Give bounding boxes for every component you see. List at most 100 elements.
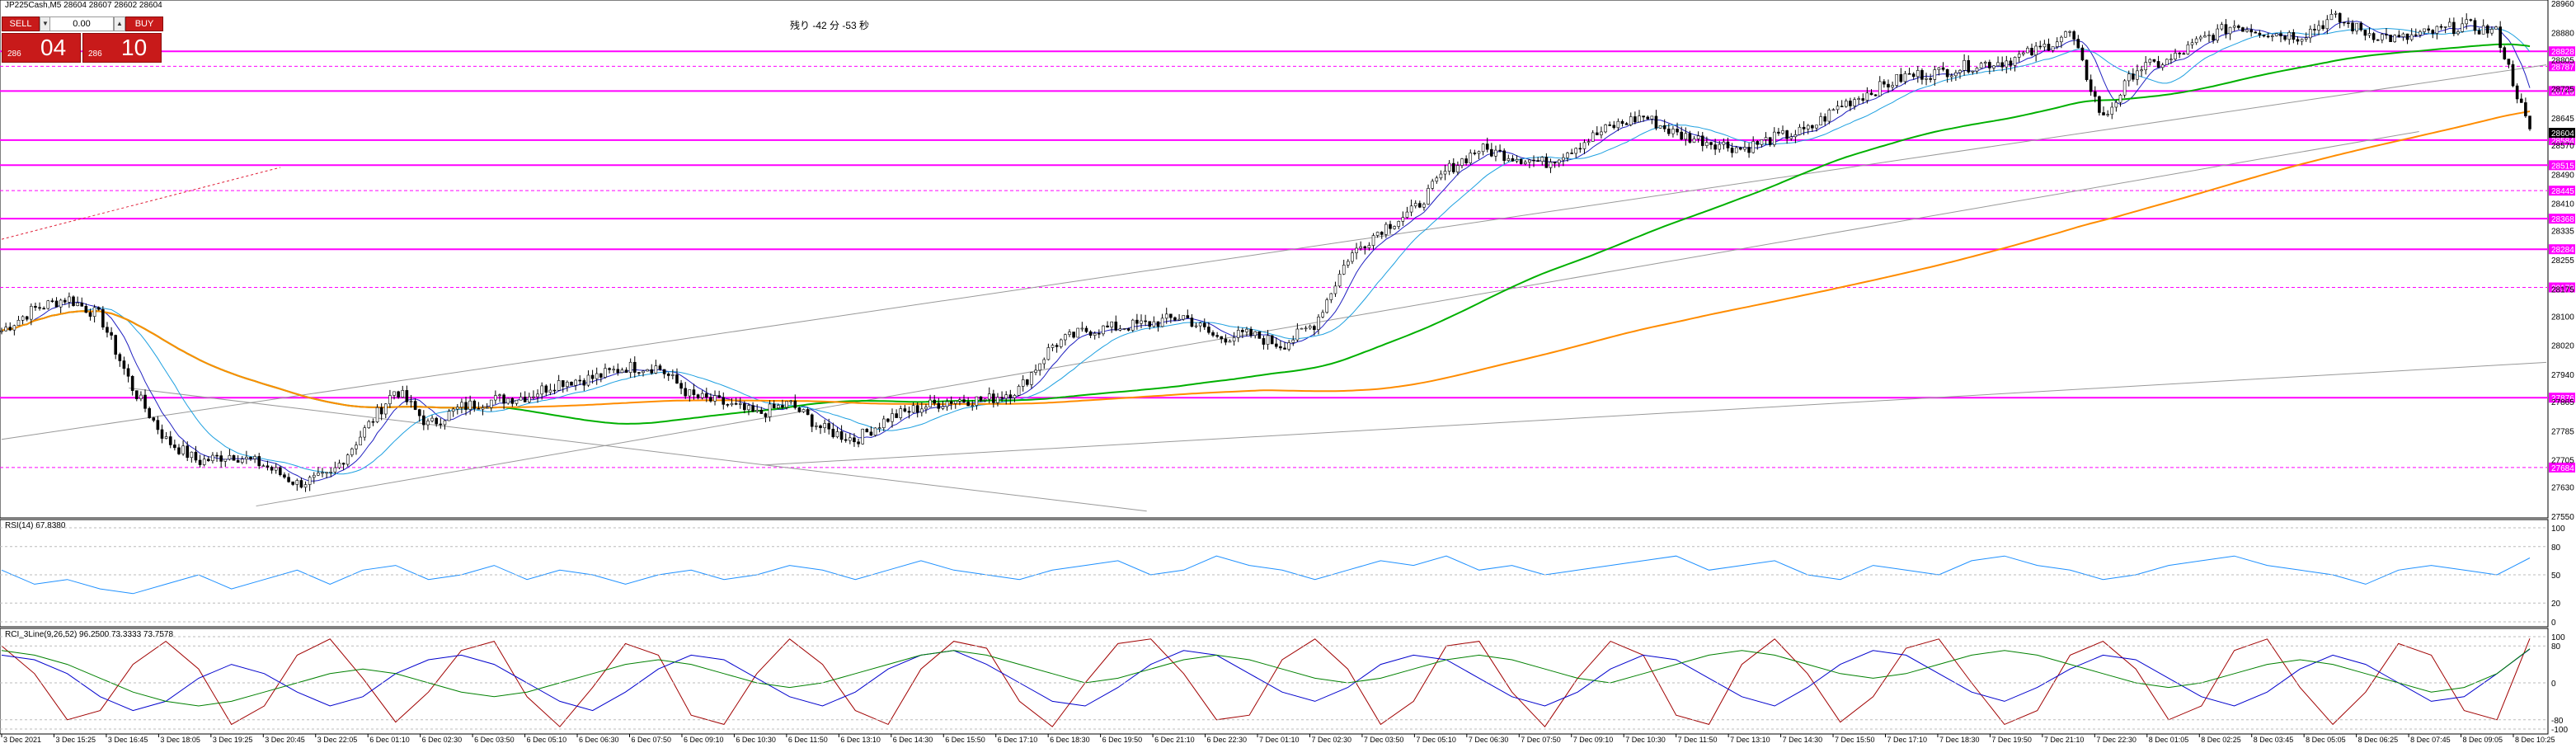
candle-body — [1409, 205, 1413, 213]
sell-price-digits: 04 — [40, 35, 67, 60]
candle-body — [122, 360, 126, 369]
candle-body — [772, 403, 776, 408]
candle-body — [1815, 125, 1818, 129]
candle-body — [528, 397, 531, 402]
candle-body — [1190, 318, 1194, 327]
candle-body — [2178, 53, 2181, 54]
candle-body — [477, 407, 481, 410]
sell-price-box[interactable]: 286 04 — [2, 33, 81, 63]
price-tick-label: 28645 — [2551, 115, 2574, 124]
candle-body — [312, 474, 316, 478]
candle-body — [2381, 34, 2384, 40]
candle-body — [743, 403, 746, 411]
candle-body — [891, 413, 894, 422]
candle-body — [160, 429, 164, 439]
candle-body — [2355, 22, 2358, 32]
buy-price-prefix: 286 — [88, 49, 102, 59]
x-tick-label: 7 Dec 13:10 — [1730, 736, 1770, 744]
candle-body — [1612, 125, 1616, 129]
candle-body — [2241, 27, 2245, 32]
candle-body — [2363, 30, 2367, 36]
candle-body — [1304, 327, 1308, 330]
candle-body — [2325, 19, 2329, 30]
candle-body — [80, 303, 84, 307]
candle-body — [861, 429, 864, 445]
candle-body — [1236, 330, 1240, 338]
candle-body — [2165, 59, 2169, 65]
candle-body — [1257, 331, 1262, 339]
candle-body — [1811, 125, 1814, 129]
candle-body — [2224, 24, 2228, 35]
candle-body — [181, 445, 185, 454]
buy-button[interactable]: BUY — [125, 16, 163, 31]
lot-increase-icon[interactable]: ▲ — [114, 16, 125, 31]
candle-body — [1026, 379, 1029, 385]
candle-body — [1523, 162, 1527, 164]
sell-button[interactable]: SELL — [2, 16, 40, 31]
candle-body — [21, 316, 25, 321]
x-tick-label: 7 Dec 07:50 — [1521, 736, 1561, 744]
rsi-series — [1, 555, 2531, 595]
candle-body — [1671, 129, 1675, 134]
candle-body — [59, 299, 63, 308]
candle-body — [911, 405, 915, 413]
candle-body — [2127, 73, 2131, 82]
candle-body — [996, 397, 999, 403]
candle-body — [2431, 30, 2435, 34]
candle-body — [616, 369, 620, 374]
candle-body — [1895, 73, 1899, 86]
candle-body — [1042, 359, 1046, 365]
candle-body — [1017, 386, 1021, 396]
candle-body — [1907, 73, 1911, 75]
candle-body — [223, 459, 228, 462]
trend-line[interactable] — [1, 64, 2547, 440]
candle-body — [895, 413, 898, 418]
candle-body — [2465, 19, 2469, 25]
candle-body — [287, 477, 290, 482]
candle-body — [1941, 67, 1945, 70]
candle-body — [2186, 44, 2190, 54]
candle-body — [801, 409, 806, 412]
trend-line-dashed[interactable] — [1, 167, 281, 240]
candle-body — [1705, 142, 1709, 146]
candle-body — [308, 477, 312, 485]
candle-body — [1798, 126, 1802, 135]
candle-body — [1883, 81, 1886, 85]
candle-body — [1131, 319, 1135, 331]
candle-body — [1013, 395, 1017, 398]
level-label-bg — [2549, 282, 2575, 293]
candle-body — [1202, 322, 1206, 327]
buy-price-box[interactable]: 286 10 — [82, 33, 162, 63]
candle-body — [595, 373, 599, 379]
x-axis-labels: 3 Dec 2021 3 Dec 15:25 3 Dec 16:45 3 Dec 18… — [1, 734, 2555, 744]
candle-body — [2060, 36, 2063, 43]
candle-body — [966, 402, 970, 407]
trend-line[interactable] — [256, 131, 2419, 507]
ma-short-line — [1, 21, 2531, 482]
lot-size-input[interactable]: 0.00 — [49, 16, 114, 31]
candle-body — [945, 401, 949, 407]
candle-body — [658, 365, 662, 370]
x-tick-label: 8 Dec 03:45 — [2254, 736, 2294, 744]
candle-body — [1865, 92, 1869, 101]
candle-body — [1038, 363, 1041, 371]
candle-body — [1684, 133, 1688, 140]
candle-body — [2515, 85, 2519, 100]
x-tick-label: 7 Dec 06:30 — [1469, 736, 1509, 744]
candle-body — [363, 427, 366, 438]
candle-body — [1456, 165, 1460, 172]
candle-body — [637, 372, 641, 374]
buy-price-digits: 10 — [121, 35, 148, 60]
candle-body — [1397, 221, 1401, 227]
candle-body — [1979, 63, 1983, 68]
x-tick-label: 7 Dec 18:30 — [1939, 736, 1980, 744]
bar-countdown: 残り -42 分 -53 秒 — [790, 20, 870, 31]
trend-line[interactable] — [129, 388, 1147, 512]
candle-body — [1929, 78, 1932, 80]
trend-line[interactable] — [764, 361, 2547, 466]
candle-body — [1321, 312, 1324, 318]
candle-body — [2427, 28, 2430, 31]
candle-body — [2249, 29, 2253, 33]
